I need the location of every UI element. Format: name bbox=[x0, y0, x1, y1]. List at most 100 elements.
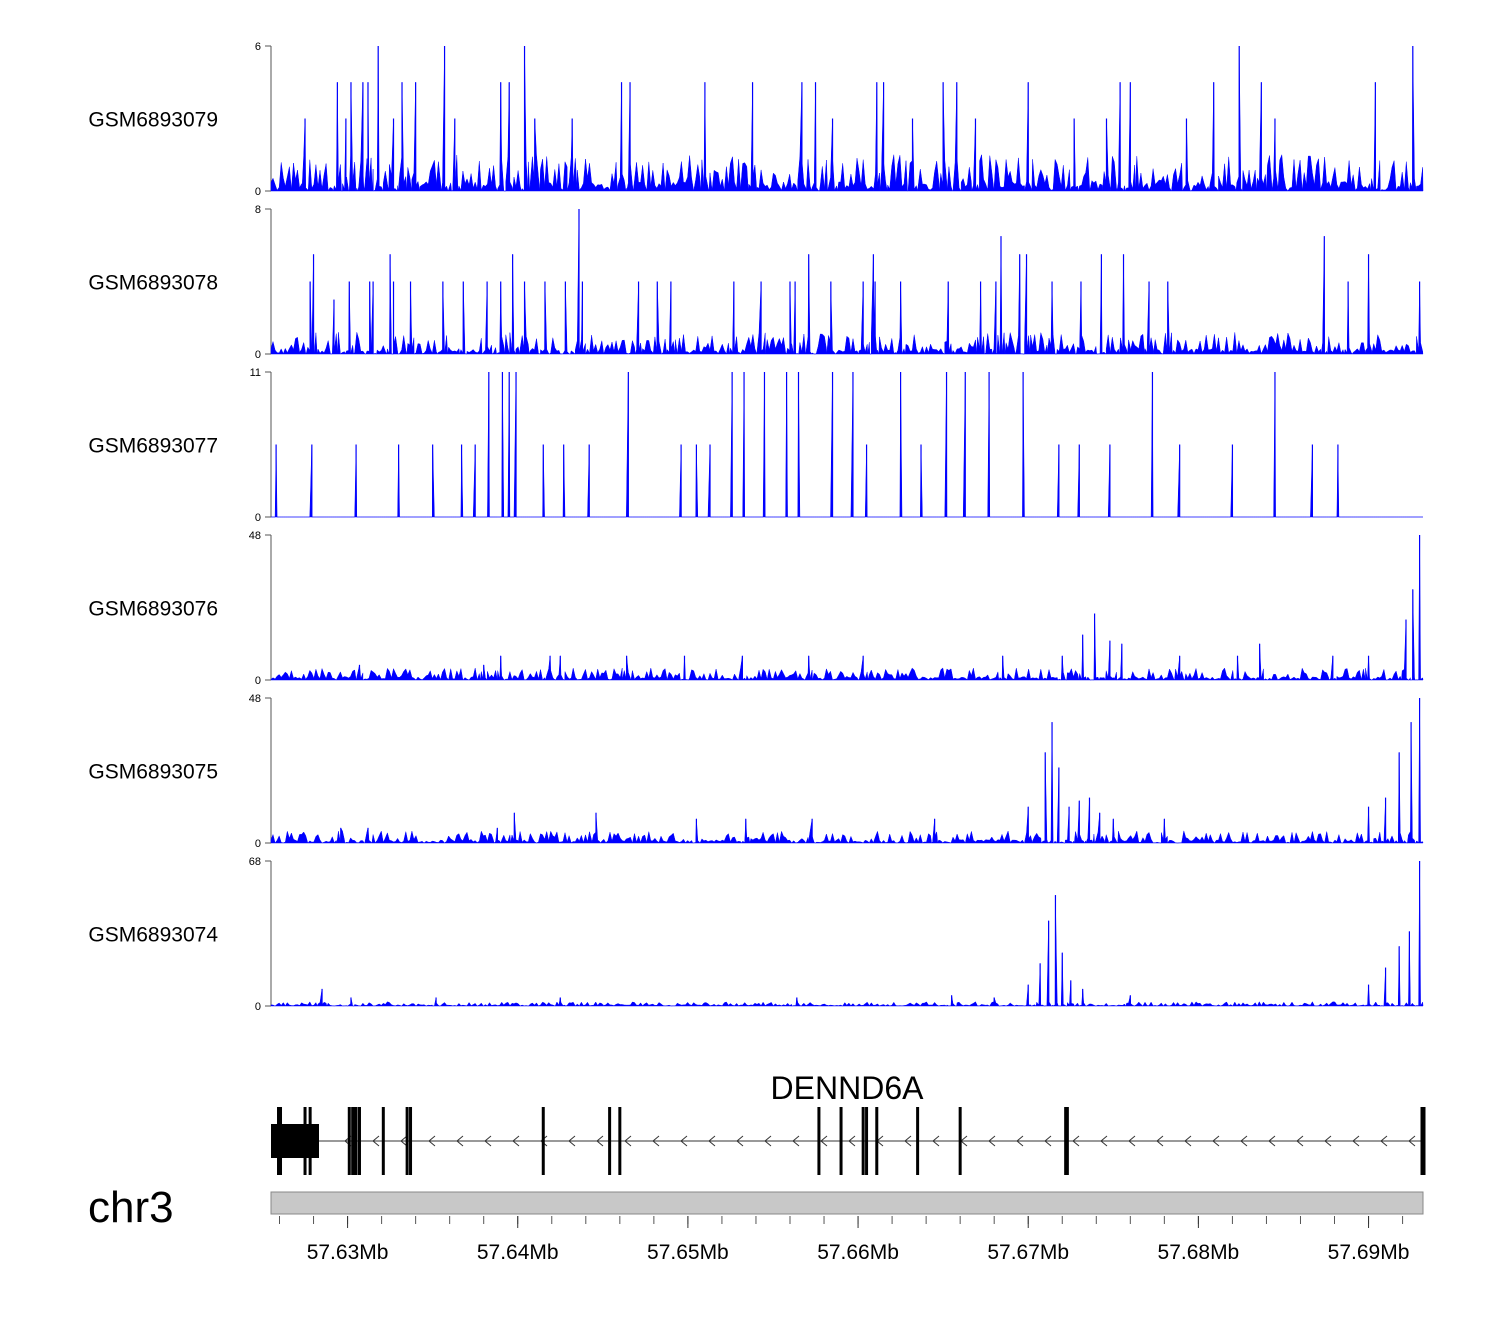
track-label: GSM6893075 bbox=[88, 761, 218, 784]
gene-exon bbox=[865, 1107, 869, 1175]
coverage-area bbox=[270, 45, 1424, 192]
track-label: GSM6893076 bbox=[88, 598, 218, 621]
y-tick-label: 0 bbox=[255, 675, 261, 687]
gene-exon bbox=[347, 1107, 351, 1175]
strand-arrow bbox=[428, 1135, 436, 1147]
strand-arrow bbox=[1184, 1135, 1192, 1147]
track-GSM6893075: GSM6893075 48 0 bbox=[88, 693, 1424, 850]
gene-exon bbox=[839, 1107, 843, 1175]
coverage-area bbox=[270, 697, 1424, 844]
strand-arrow bbox=[1296, 1135, 1304, 1147]
coverage-area bbox=[270, 860, 1424, 1007]
y-tick-label: 0 bbox=[255, 349, 261, 361]
strand-arrow bbox=[1240, 1135, 1248, 1147]
gene-exon bbox=[409, 1107, 413, 1175]
strand-arrow bbox=[904, 1135, 912, 1147]
gene-exon bbox=[608, 1107, 612, 1175]
gene-exon bbox=[405, 1107, 409, 1175]
gene-exon bbox=[352, 1107, 356, 1175]
y-tick-label: 11 bbox=[250, 367, 261, 379]
y-tick-label: 6 bbox=[255, 41, 261, 53]
strand-arrow bbox=[624, 1135, 632, 1147]
coverage-tracks: GSM689307960GSM689307880GSM6893077110GSM… bbox=[88, 41, 1424, 1013]
gene-name-label: DENND6A bbox=[771, 1070, 925, 1106]
y-tick-label: 0 bbox=[255, 186, 261, 198]
strand-arrow bbox=[1100, 1135, 1108, 1147]
gene-model bbox=[271, 1107, 1426, 1175]
gene-exon bbox=[916, 1107, 920, 1175]
strand-arrow bbox=[736, 1135, 744, 1147]
gene-exon bbox=[303, 1107, 307, 1175]
strand-arrow bbox=[820, 1135, 828, 1147]
gene-exon bbox=[1420, 1107, 1426, 1175]
gene-exon bbox=[308, 1107, 312, 1175]
y-tick-label: 8 bbox=[255, 204, 261, 216]
strand-arrow bbox=[372, 1135, 380, 1147]
strand-arrow bbox=[1016, 1135, 1024, 1147]
gene-exon bbox=[817, 1107, 821, 1175]
gene-exon bbox=[354, 1107, 358, 1175]
track-label: GSM6893078 bbox=[88, 272, 218, 295]
track-label: GSM6893079 bbox=[88, 109, 218, 132]
track-GSM6893079: GSM6893079 6 0 bbox=[88, 41, 1424, 198]
gene-exon bbox=[381, 1107, 385, 1175]
y-tick-label: 68 bbox=[249, 856, 261, 868]
strand-arrow bbox=[680, 1135, 688, 1147]
track-label: GSM6893074 bbox=[88, 924, 218, 947]
strand-arrow bbox=[652, 1135, 660, 1147]
x-tick-label: 57.67Mb bbox=[987, 1241, 1069, 1264]
gene-exon bbox=[277, 1107, 283, 1175]
strand-arrow bbox=[1408, 1135, 1416, 1147]
strand-arrow bbox=[792, 1135, 800, 1147]
strand-arrow bbox=[456, 1135, 464, 1147]
strand-arrow bbox=[1212, 1135, 1220, 1147]
chromosome-label: chr3 bbox=[88, 1183, 174, 1232]
strand-arrow bbox=[1072, 1135, 1080, 1147]
strand-arrow bbox=[708, 1135, 716, 1147]
strand-arrow bbox=[596, 1135, 604, 1147]
strand-arrow bbox=[764, 1135, 772, 1147]
coverage-area bbox=[270, 534, 1424, 681]
y-tick-label: 0 bbox=[255, 838, 261, 850]
x-tick-label: 57.63Mb bbox=[307, 1241, 389, 1264]
gene-track: DENND6A bbox=[271, 1070, 1426, 1175]
track-GSM6893077: GSM6893077 11 0 bbox=[88, 367, 1423, 524]
gene-exon bbox=[875, 1107, 879, 1175]
strand-arrow bbox=[988, 1135, 996, 1147]
track-GSM6893074: GSM6893074 68 0 bbox=[88, 856, 1424, 1013]
strand-arrow bbox=[568, 1135, 576, 1147]
strand-arrow bbox=[1044, 1135, 1052, 1147]
y-tick-label: 0 bbox=[255, 512, 261, 524]
y-tick-label: 48 bbox=[249, 530, 261, 542]
gene-exon bbox=[351, 1107, 355, 1175]
strand-arrow bbox=[512, 1135, 520, 1147]
y-tick-label: 48 bbox=[249, 693, 261, 705]
track-GSM6893076: GSM6893076 48 0 bbox=[88, 530, 1424, 687]
x-tick-label: 57.65Mb bbox=[647, 1241, 729, 1264]
strand-arrow bbox=[1156, 1135, 1164, 1147]
strand-arrow bbox=[400, 1135, 408, 1147]
x-tick-label: 57.66Mb bbox=[817, 1241, 899, 1264]
strand-arrow bbox=[1128, 1135, 1136, 1147]
strand-arrow bbox=[932, 1135, 940, 1147]
x-tick-label: 57.69Mb bbox=[1328, 1241, 1410, 1264]
coverage-area bbox=[271, 371, 1423, 518]
y-tick-label: 0 bbox=[255, 1001, 261, 1013]
chromosome-band bbox=[270, 1191, 1424, 1215]
gene-exon bbox=[861, 1107, 865, 1175]
x-tick-label: 57.68Mb bbox=[1158, 1241, 1240, 1264]
strand-arrow bbox=[484, 1135, 492, 1147]
gene-exon bbox=[1064, 1107, 1068, 1175]
gene-exon bbox=[618, 1107, 622, 1175]
x-tick-label: 57.64Mb bbox=[477, 1241, 559, 1264]
coverage-area bbox=[270, 208, 1424, 355]
track-GSM6893078: GSM6893078 8 0 bbox=[88, 204, 1424, 361]
strand-arrow bbox=[540, 1135, 548, 1147]
strand-arrow bbox=[1380, 1135, 1388, 1147]
gene-exon bbox=[541, 1107, 545, 1175]
chromosome-ideogram: chr3 bbox=[88, 1183, 1424, 1232]
track-label: GSM6893077 bbox=[88, 435, 218, 458]
genomic-axis: 57.63Mb 57.64Mb 57.65Mb 57.66Mb 57.67Mb 57.68… bbox=[279, 1216, 1410, 1264]
strand-arrow bbox=[848, 1135, 856, 1147]
